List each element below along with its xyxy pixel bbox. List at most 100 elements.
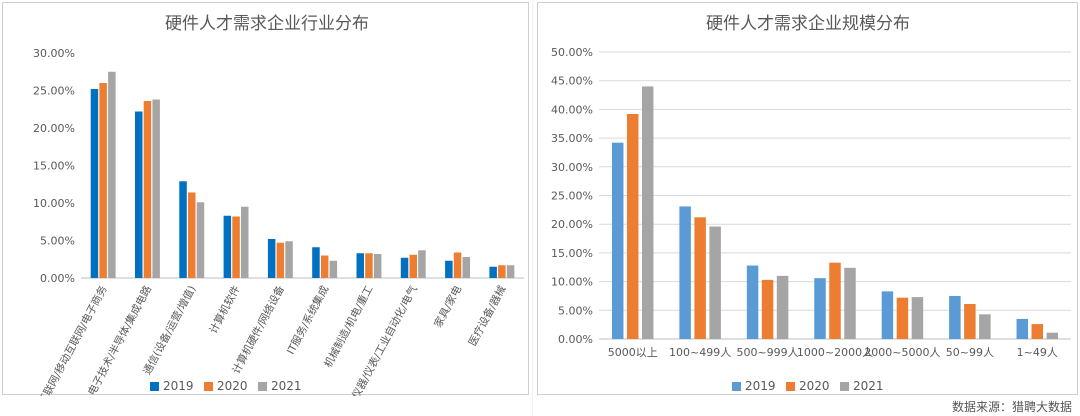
data-source-note: 数据来源：猎聘大数据 [951,400,1072,414]
x-tick-label: 5000以上 [608,346,658,359]
bar-2020 [232,216,240,278]
y-tick-label: 25.00% [33,85,75,98]
x-tick-label: 1000~2000人 [797,346,873,359]
chart-title: 硬件人才需求企业规模分布 [706,14,910,34]
y-tick-label: 5.00% [558,304,593,317]
bar-2019 [356,253,364,278]
chart-title: 硬件人才需求企业行业分布 [165,14,369,34]
x-tick-label: 计算机软件 [207,283,243,335]
bar-2020 [143,101,152,278]
legend-label: 2019 [163,379,194,393]
x-tick-label: IT服务/系统集成 [284,283,331,357]
bar-2020 [99,83,107,278]
panel-separator [532,0,533,416]
bar-2021 [241,206,249,278]
bar-2020 [188,192,196,278]
bar-2019 [679,206,691,339]
bar-2020 [1031,324,1044,339]
y-tick-label: 45.00% [551,75,593,88]
bar-2019 [400,257,409,278]
legend-label: 2019 [745,379,776,393]
bar-2021 [329,260,338,278]
industry-chart: 硬件人才需求企业行业分布 0.00% 5.00% 10.00% 15.00% 20.00%… [33,14,524,396]
bar-2020 [409,254,417,278]
bar-2021 [373,254,382,278]
bar-2020 [320,255,329,278]
legend-swatch-2019 [150,382,159,391]
bar-2020 [694,217,706,339]
bar-2019 [223,215,232,278]
bar-2021 [641,86,654,339]
bar-2020 [896,297,909,339]
bar-2019 [267,239,276,278]
x-tick-label: 2000~5000人 [864,346,940,359]
y-tick-label: 0.00% [558,333,593,346]
bar-2021 [776,275,789,339]
bar-2021 [844,267,856,339]
y-tick-label: 50.00% [551,46,593,59]
bar-2020 [829,262,841,339]
y-tick-label: 25.00% [551,190,593,203]
bar-2021 [152,99,160,278]
x-tick-label: 医疗设备/器械 [466,283,509,348]
bar-2019 [746,265,759,339]
legend-swatch-2019 [732,382,741,391]
y-tick-label: 10.00% [551,276,593,289]
y-tick-label: 35.00% [551,132,593,145]
x-tick-label: 1~49人 [1017,346,1058,359]
y-tick-label: 30.00% [551,161,593,174]
scale-chart: 硬件人才需求企业规模分布 0.00% 5.00% 10.00% 15.00% 20.00%… [551,14,1071,393]
bar-2021 [462,257,470,278]
bar-2020 [453,252,462,278]
bar-2019 [90,89,99,278]
y-tick-label: 30.00% [33,47,75,60]
y-tick-label: 20.00% [551,218,593,231]
legend-label: 2021 [271,379,302,393]
bar-2021 [196,202,205,278]
bar-2020 [276,242,285,278]
legend-swatch-2021 [840,382,849,391]
bar-2020 [498,265,506,278]
y-tick-label: 15.00% [551,247,593,260]
y-tick-label: 20.00% [33,122,75,135]
bar-2021 [709,226,721,339]
y-tick-label: 15.00% [33,160,75,173]
x-tick-label: 家具/家电 [431,283,464,330]
bar-2019 [445,260,453,278]
industry-chart-panel: 硬件人才需求企业行业分布 0.00% 5.00% 10.00% 15.00% 20.00%… [2,2,529,396]
legend-label: 2020 [217,379,248,393]
bar-2019 [135,111,143,278]
bar-2019 [179,181,187,278]
bar-2019 [611,142,624,339]
legend-swatch-2020 [786,382,795,391]
legend-swatch-2021 [258,382,267,391]
bar-2020 [365,253,373,278]
bar-2021 [911,297,924,339]
x-tick-label: 500~999人 [736,346,798,359]
x-tick-label: 50~99人 [946,346,994,359]
scale-chart-panel: 硬件人才需求企业规模分布 0.00% 5.00% 10.00% 15.00% 20.00%… [537,2,1078,395]
bar-2020 [626,113,639,339]
bar-2020 [761,279,774,339]
bar-2021 [108,71,116,278]
y-tick-label: 0.00% [40,272,75,285]
bar-2021 [979,314,991,339]
bar-2021 [1046,332,1059,339]
bar-2020 [964,303,976,339]
x-tick-label: 100~499人 [669,346,731,359]
legend-label: 2021 [853,379,884,393]
x-tick-label: 机械制造/机电/重工 [321,283,375,370]
bar-2021 [285,241,293,278]
bar-2021 [418,250,426,278]
legend-swatch-2020 [204,382,213,391]
y-tick-label: 10.00% [33,197,75,210]
bar-2021 [506,265,515,278]
y-tick-label: 5.00% [40,235,75,248]
bar-2019 [814,278,826,339]
legend-label: 2020 [799,379,830,393]
bar-2019 [949,295,961,339]
bar-2019 [881,291,894,339]
bar-2019 [1016,318,1029,339]
y-tick-label: 40.00% [551,103,593,116]
bar-2019 [489,266,497,278]
